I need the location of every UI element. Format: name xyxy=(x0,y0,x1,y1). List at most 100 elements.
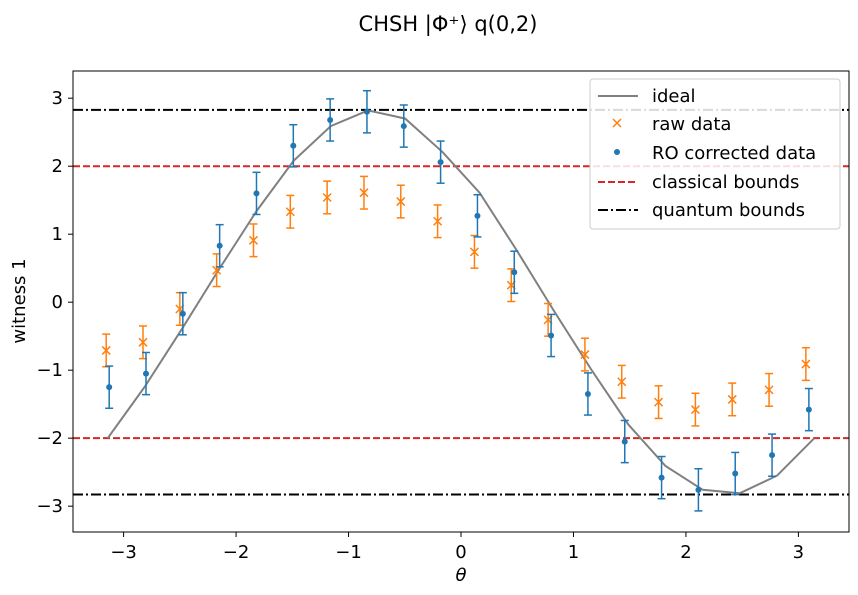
y-tick-label: 2 xyxy=(52,156,63,177)
raw-data-marker xyxy=(359,188,369,198)
raw-data-marker xyxy=(248,235,259,245)
ideal-curve xyxy=(106,109,816,495)
corrected-data-point xyxy=(362,89,371,134)
raw-data-point xyxy=(801,346,811,382)
raw-data-point xyxy=(359,175,369,210)
corrected-data-marker xyxy=(290,142,297,149)
raw-data-marker xyxy=(285,207,295,217)
corrected-data-point xyxy=(583,372,592,416)
raw-data-point xyxy=(322,180,332,215)
raw-data-point xyxy=(248,223,259,258)
legend-ideal-label: ideal xyxy=(652,86,696,107)
raw-data-point xyxy=(727,382,737,417)
corrected-data-marker xyxy=(106,384,113,391)
raw-data-point xyxy=(101,333,111,368)
y-tick-label: −2 xyxy=(36,428,63,449)
x-tick-label: 0 xyxy=(455,542,466,563)
corrected-data-point xyxy=(657,455,666,500)
raw-data-point xyxy=(285,194,295,229)
corrected-data-point xyxy=(510,250,519,295)
corrected-data-point xyxy=(547,313,556,358)
corrected-data-marker xyxy=(548,332,555,339)
corrected-data-marker xyxy=(695,486,702,493)
raw-data-marker xyxy=(727,394,737,404)
legend-classical-label: classical bounds xyxy=(652,172,799,193)
y-axis-ticks: −3 −2 −1 0 1 2 3 xyxy=(36,88,73,517)
raw-data-point xyxy=(469,234,479,269)
corrected-data-marker xyxy=(732,470,739,477)
raw-data-marker xyxy=(764,385,774,395)
corrected-data-point xyxy=(436,140,445,184)
raw-data-marker xyxy=(433,216,443,226)
raw-data-marker xyxy=(580,350,590,360)
corrected-data-point xyxy=(731,451,740,496)
corrected-data-point xyxy=(768,433,777,477)
raw-data-point xyxy=(396,184,406,219)
corrected-data-marker xyxy=(474,212,481,219)
x-tick-label: 1 xyxy=(568,542,579,563)
y-tick-label: 3 xyxy=(52,88,63,109)
x-axis-label: θ xyxy=(455,565,466,586)
corrected-data-marker xyxy=(437,159,444,166)
y-tick-label: 0 xyxy=(52,292,63,313)
corrected-data-marker xyxy=(769,452,776,459)
raw-data-marker xyxy=(322,192,332,202)
x-tick-label: 3 xyxy=(793,542,804,563)
raw-data-marker xyxy=(617,377,627,387)
raw-data-marker xyxy=(396,197,406,207)
corrected-data-marker xyxy=(584,390,591,397)
x-axis-ticks: −3 −2 −1 0 1 2 3 xyxy=(110,532,804,563)
raw-data-point xyxy=(617,364,627,399)
corrected-data-marker xyxy=(327,116,334,123)
corrected-data-point xyxy=(620,419,629,464)
corrected-data-marker xyxy=(179,310,186,317)
corrected-data-marker xyxy=(658,474,665,481)
corrected-data-marker xyxy=(805,406,812,413)
corrected-data-marker xyxy=(511,269,518,276)
corrected-data-point xyxy=(399,104,408,148)
corrected-data-point xyxy=(289,123,298,168)
x-tick-label: −2 xyxy=(223,542,250,563)
raw-data-point xyxy=(433,204,443,239)
legend: ideal raw data RO corrected data classic… xyxy=(589,78,841,230)
corrected-data-point xyxy=(178,291,187,336)
x-tick-label: −3 xyxy=(110,542,137,563)
corrected-data-marker xyxy=(400,123,407,130)
legend-box xyxy=(589,78,841,230)
x-tick-label: −1 xyxy=(335,542,362,563)
raw-data-marker xyxy=(690,405,700,415)
plot-area xyxy=(73,89,849,512)
y-axis-label: witness 1 xyxy=(9,258,30,343)
raw-data-point xyxy=(654,385,664,420)
raw-data-marker xyxy=(654,397,664,407)
corrected-data-marker xyxy=(253,190,260,197)
corrected-data-point xyxy=(804,387,813,432)
corrected-data-point xyxy=(252,171,261,216)
corrected-data-point xyxy=(215,223,224,268)
corrected-data-point xyxy=(473,193,482,238)
y-tick-label: −1 xyxy=(36,360,63,381)
corrected-data-marker xyxy=(216,242,223,249)
raw-data-marker xyxy=(801,359,811,369)
corrected-data-marker xyxy=(363,108,370,115)
legend-corrected-label: RO corrected data xyxy=(652,143,816,164)
legend-raw-label: raw data xyxy=(652,114,731,135)
raw-data-marker xyxy=(138,337,148,347)
corrected-data-point xyxy=(105,365,114,410)
legend-raw-swatch xyxy=(612,118,622,128)
chart-title: CHSH |Φ⁺⟩ q(0,2) xyxy=(359,12,538,37)
corrected-data-point xyxy=(142,351,151,396)
raw-data-point xyxy=(580,337,590,372)
raw-data-point xyxy=(764,372,774,407)
y-tick-label: −3 xyxy=(36,496,63,517)
legend-corrected-swatch xyxy=(614,149,620,155)
raw-data-marker xyxy=(469,247,479,257)
raw-data-marker xyxy=(101,345,111,355)
corrected-data-marker xyxy=(621,438,628,445)
raw-data-point xyxy=(212,253,222,288)
corrected-data-marker xyxy=(143,370,150,377)
y-tick-label: 1 xyxy=(52,224,63,245)
corrected-data-point xyxy=(694,468,703,512)
corrected-data-point xyxy=(326,98,335,142)
